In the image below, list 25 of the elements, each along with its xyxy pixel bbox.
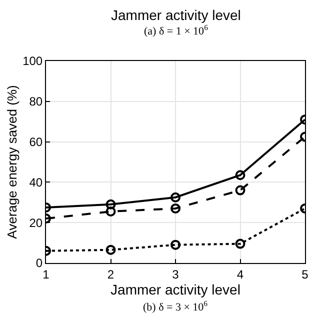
x-tick-label: 4 [236,267,244,282]
x-tick-label: 2 [107,267,114,282]
point [106,206,116,216]
y-tick-label: 80 [29,94,43,109]
point [106,199,116,210]
point [235,170,246,180]
x-axis-title: Jammer activity level [110,281,240,298]
y-tick-label: 0 [36,256,43,270]
y-tick-label: 20 [29,216,43,230]
y-tick-label: 100 [22,54,43,68]
text: (a) δ = 1 × 10$^{6}$ [144,23,208,38]
y-tick-label: 60 [29,135,43,149]
point [170,192,180,202]
y-tick-label: 40 [29,175,43,190]
x-tick-label: 1 [42,267,50,282]
point [170,240,180,250]
point [235,185,246,196]
x-tick-label: 3 [172,267,180,282]
point [235,238,246,249]
point [170,203,180,214]
y-axis-title: Average energy saved (%) [4,85,20,239]
point [106,244,116,255]
x-tick-label: 5 [302,267,309,282]
text: (b) δ = 3 × 10$^{6}$ [143,299,208,314]
text: Jammer activity level [111,7,241,23]
